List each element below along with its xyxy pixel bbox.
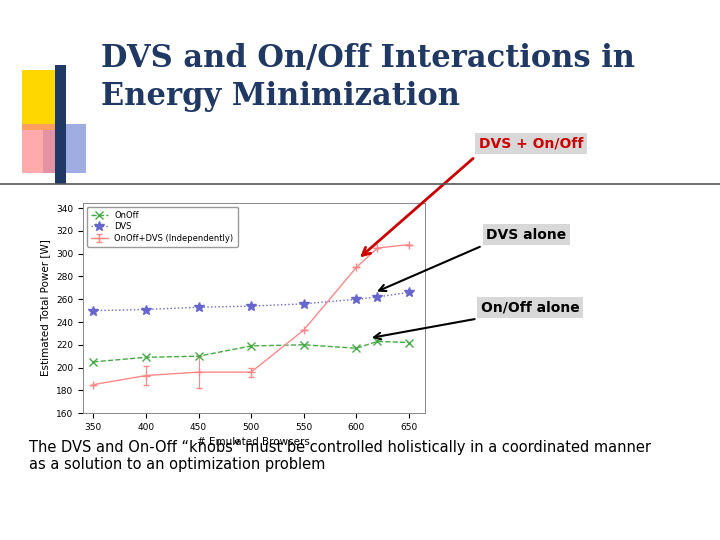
- Text: DVS + On/Off: DVS + On/Off: [479, 136, 583, 150]
- Line: OnOff: OnOff: [89, 337, 413, 366]
- OnOff: [247, 343, 256, 349]
- DVS: [300, 301, 308, 307]
- OnOff: [300, 342, 308, 348]
- DVS: [373, 294, 382, 300]
- DVS: [89, 307, 98, 314]
- OnOff: [373, 338, 382, 345]
- DVS: [405, 289, 413, 296]
- OnOff: [405, 339, 413, 346]
- Legend: OnOff, DVS, OnOff+DVS (Independently): OnOff, DVS, OnOff+DVS (Independently): [87, 207, 238, 247]
- DVS: [247, 303, 256, 309]
- Line: DVS: DVS: [89, 288, 414, 315]
- DVS: [142, 306, 150, 313]
- Text: DVS and On/Off Interactions in
Energy Minimization: DVS and On/Off Interactions in Energy Mi…: [101, 43, 635, 112]
- OnOff: [89, 359, 98, 365]
- Text: DVS alone: DVS alone: [486, 228, 566, 242]
- OnOff: [352, 345, 361, 352]
- DVS: [352, 296, 361, 302]
- Text: On/Off alone: On/Off alone: [481, 301, 580, 315]
- Y-axis label: Estimated Total Power [W]: Estimated Total Power [W]: [40, 239, 50, 376]
- Text: The DVS and On-Off “knobs” must be controlled holistically in a coordinated mann: The DVS and On-Off “knobs” must be contr…: [29, 440, 651, 472]
- X-axis label: # Emulated Browsers: # Emulated Browsers: [197, 437, 310, 447]
- DVS: [194, 304, 203, 310]
- OnOff: [142, 354, 150, 361]
- OnOff: [194, 353, 203, 360]
